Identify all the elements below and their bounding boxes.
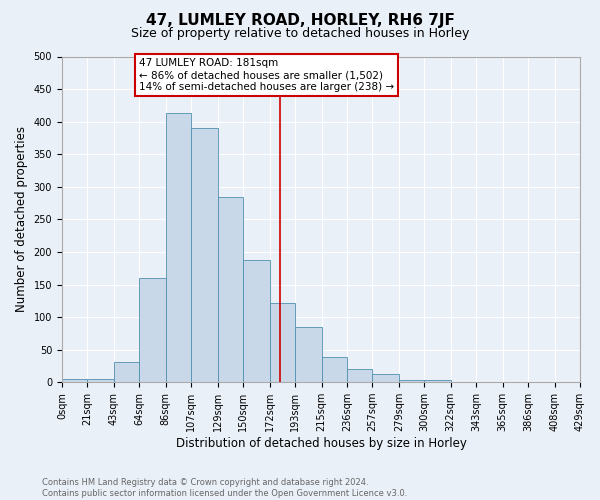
Y-axis label: Number of detached properties: Number of detached properties	[15, 126, 28, 312]
Bar	[62, 379, 87, 382]
Bar	[114, 362, 139, 382]
Bar	[243, 260, 269, 382]
Bar	[269, 302, 295, 382]
Text: 47, LUMLEY ROAD, HORLEY, RH6 7JF: 47, LUMLEY ROAD, HORLEY, RH6 7JF	[146, 12, 454, 28]
Bar	[87, 379, 114, 382]
Bar	[399, 380, 424, 382]
Bar	[347, 369, 372, 382]
Bar	[295, 327, 322, 382]
Text: Contains HM Land Registry data © Crown copyright and database right 2024.
Contai: Contains HM Land Registry data © Crown c…	[42, 478, 407, 498]
Text: 47 LUMLEY ROAD: 181sqm
← 86% of detached houses are smaller (1,502)
14% of semi-: 47 LUMLEY ROAD: 181sqm ← 86% of detached…	[139, 58, 394, 92]
X-axis label: Distribution of detached houses by size in Horley: Distribution of detached houses by size …	[176, 437, 466, 450]
Bar	[218, 196, 243, 382]
Bar	[139, 278, 166, 382]
Bar	[322, 357, 347, 382]
Bar	[372, 374, 399, 382]
Bar	[424, 380, 451, 382]
Bar	[191, 128, 218, 382]
Text: Size of property relative to detached houses in Horley: Size of property relative to detached ho…	[131, 28, 469, 40]
Bar	[166, 113, 191, 382]
